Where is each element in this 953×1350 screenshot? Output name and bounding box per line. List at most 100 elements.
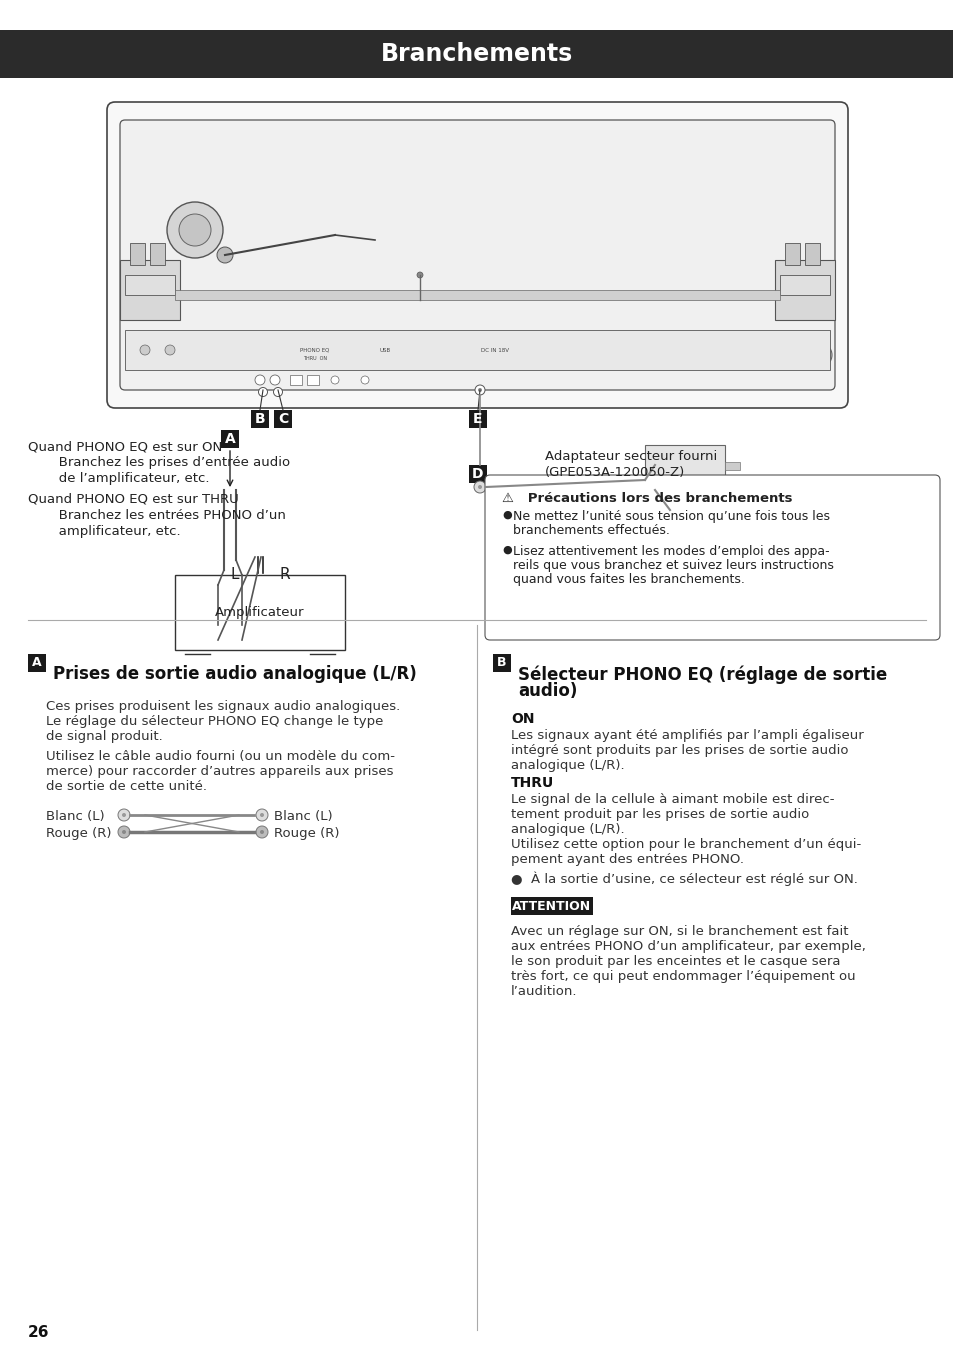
Text: Rouge (R): Rouge (R) [274,828,339,840]
Text: Adaptateur secteur fourni: Adaptateur secteur fourni [544,450,717,463]
Bar [174,290,780,300]
Text: branchements effectués.: branchements effectués. [513,524,669,537]
Circle shape [270,375,280,385]
Text: PHONO EQ: PHONO EQ [300,348,330,352]
Circle shape [122,813,126,817]
Text: Branchements: Branchements [380,42,573,66]
Text: analogique (L/R).: analogique (L/R). [511,824,624,836]
Circle shape [158,343,182,367]
Bar [214,625,221,640]
Text: de signal produit.: de signal produit. [46,730,163,742]
Text: Branchez les entrées PHONO d’un: Branchez les entrées PHONO d’un [46,509,286,522]
Bar [274,410,292,428]
Text: Ne mettez l’unité sous tension qu’une fois tous les: Ne mettez l’unité sous tension qu’une fo… [513,510,829,522]
Text: quand vous faites les branchements.: quand vous faites les branchements. [513,572,744,586]
Text: 26: 26 [28,1324,50,1341]
Text: ●: ● [501,510,511,520]
Circle shape [474,481,485,493]
FancyBboxPatch shape [107,103,847,408]
Bar [0,30,953,78]
Circle shape [165,346,174,355]
Bar [251,410,269,428]
Bar [469,410,486,428]
Circle shape [118,826,130,838]
Text: Ces prises produisent les signaux audio analogiques.: Ces prises produisent les signaux audio … [46,701,400,713]
Bar [125,275,174,296]
Circle shape [213,639,222,647]
Circle shape [477,485,481,489]
Text: audio): audio) [517,682,577,701]
Text: tement produit par les prises de sortie audio: tement produit par les prises de sortie … [511,809,808,821]
Text: Branchez les prises d’entrée audio: Branchez les prises d’entrée audio [46,456,290,468]
Text: Blanc (L): Blanc (L) [274,810,333,824]
Bar [307,375,318,385]
Text: ON: ON [511,711,534,726]
Circle shape [128,343,152,367]
Circle shape [237,639,246,647]
Bar [469,464,486,483]
Circle shape [807,343,831,367]
Text: Utilisez le câble audio fourni (ou un modèle du com-: Utilisez le câble audio fourni (ou un mo… [46,751,395,763]
Text: ATTENTION: ATTENTION [512,899,591,913]
Bar [130,243,145,265]
Text: Prises de sortie audio analogique (L/R): Prises de sortie audio analogique (L/R) [53,666,416,683]
Circle shape [179,215,211,246]
Text: Blanc (L): Blanc (L) [46,810,105,824]
Text: (GPE053A-120050-Z): (GPE053A-120050-Z) [544,466,684,479]
Text: reils que vous branchez et suivez leurs instructions: reils que vous branchez et suivez leurs … [513,559,833,572]
Circle shape [254,375,265,385]
Text: Avec un réglage sur ON, si le branchement est fait: Avec un réglage sur ON, si le branchemen… [511,925,847,938]
Text: Quand PHONO EQ est sur THRU: Quand PHONO EQ est sur THRU [28,493,238,506]
Circle shape [778,343,801,367]
Circle shape [360,377,369,383]
Bar [290,375,302,385]
Text: ⚠   Précautions lors des branchements: ⚠ Précautions lors des branchements [501,491,792,505]
Bar [780,275,829,296]
Text: le son produit par les enceintes et le casque sera: le son produit par les enceintes et le c… [511,954,840,968]
Bar [784,243,800,265]
Circle shape [260,813,264,817]
Text: très fort, ce qui peut endommager l’équipement ou: très fort, ce qui peut endommager l’équi… [511,971,855,983]
Text: de l’amplificateur, etc.: de l’amplificateur, etc. [46,472,210,485]
Bar [493,653,511,672]
Circle shape [260,830,264,834]
Text: Lisez attentivement les modes d’emploi des appa-: Lisez attentivement les modes d’emploi d… [513,545,829,558]
Bar [150,243,165,265]
Text: D: D [472,467,483,481]
Bar [239,625,245,640]
Circle shape [140,346,150,355]
Bar [221,431,239,448]
Bar [724,462,740,470]
Bar [804,243,820,265]
Text: aux entrées PHONO d’un amplificateur, par exemple,: aux entrées PHONO d’un amplificateur, pa… [511,940,865,953]
FancyBboxPatch shape [120,120,834,390]
Circle shape [216,247,233,263]
Circle shape [475,385,484,396]
Bar [774,261,834,320]
Text: THRU: THRU [511,776,554,790]
Text: Sélecteur PHONO EQ (réglage de sortie: Sélecteur PHONO EQ (réglage de sortie [517,666,886,683]
Text: Le réglage du sélecteur PHONO EQ change le type: Le réglage du sélecteur PHONO EQ change … [46,716,383,728]
Text: Le signal de la cellule à aimant mobile est direc-: Le signal de la cellule à aimant mobile … [511,792,834,806]
Text: amplificateur, etc.: amplificateur, etc. [46,525,180,539]
Circle shape [477,387,481,392]
Text: A: A [224,432,235,446]
Circle shape [118,809,130,821]
Circle shape [167,202,223,258]
Text: L: L [231,567,239,582]
Text: de sortie de cette unité.: de sortie de cette unité. [46,780,207,792]
Text: Les signaux ayant été amplifiés par l’ampli égaliseur: Les signaux ayant été amplifiés par l’am… [511,729,862,742]
Text: Rouge (R): Rouge (R) [46,828,112,840]
Text: B: B [497,656,506,670]
Text: Utilisez cette option pour le branchement d’un équi-: Utilisez cette option pour le branchemen… [511,838,861,850]
Text: USB: USB [379,348,390,352]
Circle shape [255,809,268,821]
Text: pement ayant des entrées PHONO.: pement ayant des entrées PHONO. [511,853,743,865]
Circle shape [331,377,338,383]
Text: ●: ● [501,545,511,555]
Bar [511,896,593,915]
Text: B: B [254,412,265,427]
Text: ●  À la sortie d’usine, ce sélecteur est réglé sur ON.: ● À la sortie d’usine, ce sélecteur est … [511,872,857,887]
Bar [120,261,180,320]
Text: merce) pour raccorder d’autres appareils aux prises: merce) pour raccorder d’autres appareils… [46,765,393,778]
